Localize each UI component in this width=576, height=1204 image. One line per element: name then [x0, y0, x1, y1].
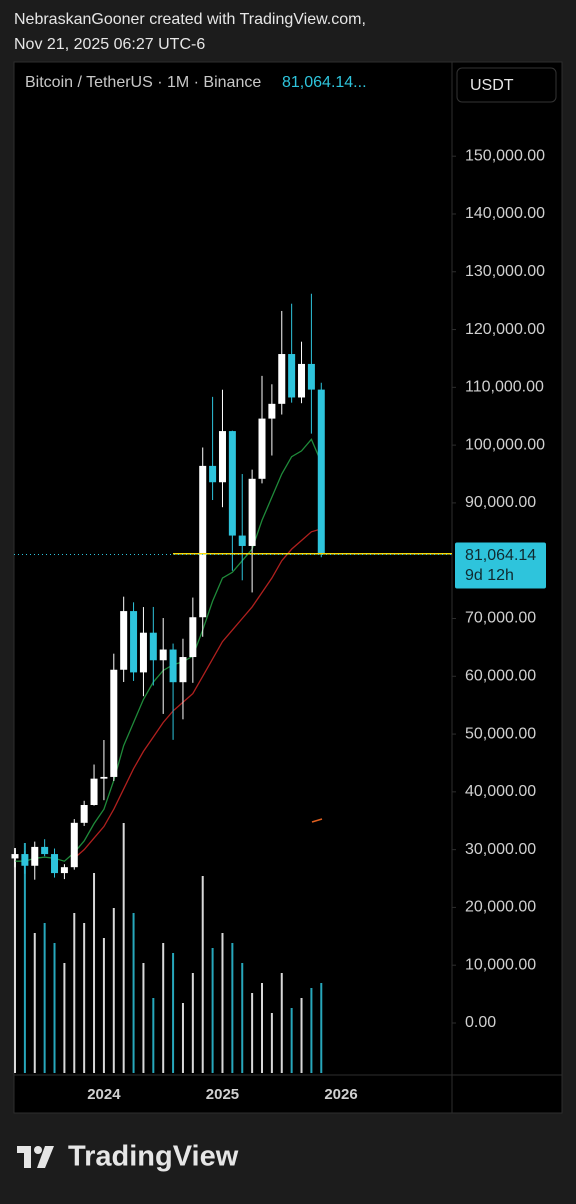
candle-body — [199, 465, 207, 618]
volume-bar — [300, 998, 303, 1073]
volume-bar — [142, 963, 145, 1073]
x-tick-label: 2025 — [206, 1086, 239, 1103]
candle-body — [218, 431, 226, 483]
candle-body — [278, 354, 286, 404]
candle-body — [60, 867, 68, 874]
y-tick-label: 110,000.00 — [465, 379, 544, 396]
volume-bar — [310, 988, 313, 1073]
volume-bar — [320, 983, 323, 1073]
y-tick-label: 90,000.00 — [465, 494, 536, 511]
price-box — [455, 542, 546, 589]
candle-body — [169, 649, 177, 683]
candle-body — [298, 363, 306, 398]
y-tick-label: 30,000.00 — [465, 841, 536, 858]
volume-bar — [162, 943, 165, 1073]
candle-body — [70, 822, 78, 868]
candle-body — [21, 854, 29, 866]
candle-body — [110, 669, 118, 777]
candle-body — [120, 611, 128, 670]
volume-bar — [172, 953, 175, 1073]
y-tick-label: 20,000.00 — [465, 899, 536, 916]
candle-body — [149, 632, 157, 661]
moving-average — [15, 438, 322, 862]
moving-average — [73, 528, 322, 859]
volume-bar — [152, 998, 155, 1073]
candle-body — [130, 611, 138, 673]
volume-bar — [53, 943, 56, 1073]
x-tick-label: 2024 — [87, 1086, 121, 1103]
volume-bar — [122, 823, 125, 1073]
y-tick-label: 130,000.00 — [465, 263, 545, 280]
volume-bar — [280, 973, 283, 1073]
volume-bar — [241, 963, 244, 1073]
timestamp: Nov 21, 2025 06:27 UTC-6 — [14, 36, 205, 53]
candle-body — [90, 778, 98, 806]
volume-bar — [33, 933, 36, 1073]
volume-bar — [14, 848, 16, 1073]
logo — [17, 1146, 54, 1168]
y-tick-label: 120,000.00 — [465, 321, 545, 338]
brand: TradingView — [68, 1141, 239, 1173]
candle-body — [41, 846, 49, 855]
volume-bar — [63, 963, 66, 1073]
candle-body — [80, 805, 88, 823]
candle-body — [238, 535, 246, 546]
plot — [11, 155, 456, 1073]
price-box-label: 81,064.14 — [465, 547, 536, 564]
candle-body — [317, 389, 325, 555]
volume-bar — [23, 843, 26, 1073]
y-tick-label: 10,000.00 — [465, 956, 536, 973]
y-tick-label: 150,000.00 — [465, 147, 545, 164]
volume-bar — [73, 913, 76, 1073]
candle-body — [307, 363, 315, 390]
x-tick-label: 2026 — [324, 1086, 357, 1103]
candle-body — [228, 431, 236, 536]
volume-bar — [211, 948, 214, 1073]
volume-bar — [221, 933, 224, 1073]
volume-bar — [201, 876, 204, 1073]
candle-body — [288, 354, 296, 398]
candle-body — [248, 478, 256, 546]
candle-body — [11, 854, 19, 859]
volume-bar — [270, 1013, 273, 1073]
y-tick-label: 60,000.00 — [465, 667, 536, 684]
candle-body — [139, 632, 147, 673]
volume-bar — [93, 873, 96, 1073]
volume-bar — [261, 983, 263, 1073]
currency[interactable]: USDT — [470, 77, 514, 94]
volume-bar — [191, 973, 194, 1073]
y-tick-label: 70,000.00 — [465, 610, 536, 627]
candle-body — [258, 418, 266, 479]
volume-bar — [290, 1008, 293, 1073]
candle-body — [189, 617, 197, 658]
symbol-legend: Bitcoin / TetherUS · 1M · Binance — [25, 74, 261, 91]
volume-bar — [112, 908, 115, 1073]
annotation-mark — [311, 818, 323, 823]
volume-bar — [132, 913, 135, 1073]
candle-body — [268, 403, 276, 419]
y-tick-label: 100,000.00 — [465, 436, 545, 453]
candle-body — [179, 657, 187, 683]
y-tick-label: 140,000.00 — [465, 205, 545, 222]
candle-body — [209, 465, 217, 483]
attribution: NebraskanGooner created with TradingView… — [14, 11, 366, 28]
volume-bar — [83, 923, 86, 1073]
volume-bar — [231, 943, 234, 1073]
candle-body — [31, 846, 39, 866]
countdown: 9d 12h — [465, 567, 514, 584]
y-tick-label: 50,000.00 — [465, 725, 536, 742]
volume-bar — [181, 1003, 184, 1073]
candle-body — [51, 854, 59, 874]
candle-body — [159, 649, 167, 661]
volume-bar — [251, 993, 254, 1073]
last-value: 81,064.14... — [282, 74, 367, 91]
volume-bar — [43, 923, 46, 1073]
currency-button[interactable] — [456, 67, 557, 103]
y-tick-label: 0.00 — [465, 1014, 496, 1031]
y-tick-label: 40,000.00 — [465, 783, 536, 800]
volume-bar — [102, 938, 105, 1073]
candle-body — [100, 776, 108, 779]
